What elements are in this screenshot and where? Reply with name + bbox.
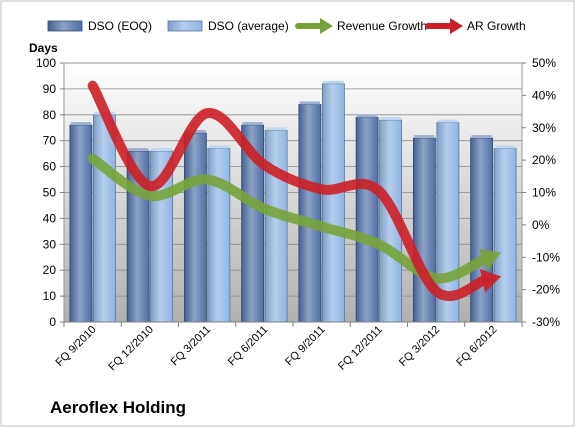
bar-top-cap — [380, 116, 401, 120]
bar-top-cap — [208, 145, 230, 149]
legend-arrow-ar-growth — [450, 18, 463, 34]
bar-top-cap — [127, 148, 149, 152]
bar-top-cap — [494, 145, 516, 149]
right-axis-tick-label: 20% — [532, 153, 556, 167]
left-axis-tick-label: 30 — [43, 237, 57, 251]
bar-top-cap — [70, 122, 92, 126]
left-axis-tick-label: 0 — [49, 315, 56, 329]
right-axis-tick-label: 40% — [532, 88, 556, 102]
left-axis-tick-label: 20 — [43, 263, 57, 277]
bar-top-cap — [265, 127, 287, 131]
right-axis-tick-label: -10% — [532, 250, 560, 264]
legend-label-ar-growth: AR Growth — [467, 19, 526, 33]
bar-dso-eoq — [298, 104, 322, 323]
legend-label-revenue-growth: Revenue Growth — [337, 19, 427, 33]
bar-dso-eoq — [69, 124, 93, 323]
left-axis-tick-label: 50 — [43, 186, 57, 200]
left-axis-tick-label: 60 — [43, 160, 57, 174]
bar-dso-eoq — [183, 132, 207, 323]
x-axis-tick-label: FQ 12/2010 — [106, 324, 156, 374]
bar-dso-average — [264, 129, 288, 323]
bar-top-cap — [356, 114, 378, 118]
bar-dso-eoq — [355, 116, 379, 323]
bar-dso-eoq — [412, 137, 436, 323]
legend-label-dso-eoq-: DSO (EOQ) — [88, 19, 152, 33]
ar-growth-line — [87, 80, 490, 302]
revenue-growth-arrowhead — [478, 248, 501, 271]
x-axis-tick-label: FQ 12/2011 — [336, 324, 385, 373]
legend-swatch-dso-average- — [167, 20, 203, 32]
bar-dso-eoq — [470, 137, 494, 323]
left-axis-title: Days — [29, 41, 58, 55]
legend-label-dso-average-: DSO (average) — [208, 19, 289, 33]
right-axis-tick-label: -30% — [532, 315, 560, 329]
bar-top-cap — [299, 101, 321, 105]
bar-top-cap — [414, 135, 435, 139]
right-axis-tick-label: 50% — [532, 56, 556, 70]
right-axis-tick-label: 30% — [532, 121, 556, 135]
left-axis-tick-label: 70 — [43, 134, 57, 148]
right-axis-tick-label: 0% — [532, 218, 550, 232]
right-axis-tick-label: -20% — [532, 283, 560, 297]
left-axis-tick-label: 80 — [43, 108, 57, 122]
bar-top-cap — [151, 148, 172, 152]
x-axis-tick-label: FQ 9/2011 — [283, 324, 328, 369]
left-axis-tick-label: 100 — [36, 56, 56, 70]
x-axis-tick-label: FQ 9/2010 — [54, 324, 99, 369]
bar-top-cap — [437, 119, 459, 123]
x-axis-tick-label: FQ 3/2011 — [169, 324, 214, 369]
bar-dso-average — [207, 148, 231, 323]
x-axis-tick-label: FQ 3/2012 — [397, 324, 442, 369]
ar-growth-arrowhead — [479, 269, 502, 293]
left-axis-tick-label: 90 — [43, 82, 57, 96]
x-axis-tick-label: FQ 6/2012 — [454, 324, 499, 369]
bar-dso-average — [493, 148, 517, 323]
bar-top-cap — [242, 122, 263, 126]
bar-top-cap — [323, 80, 344, 84]
legend-swatch-dso-eoq- — [47, 20, 83, 32]
legend-arrow-revenue-growth — [320, 18, 333, 34]
bar-dso-average — [321, 83, 345, 323]
company-title: Aeroflex Holding — [50, 398, 187, 417]
x-axis-tick-label: FQ 6/2011 — [226, 324, 271, 369]
right-axis-tick-label: 10% — [532, 186, 556, 200]
left-axis-tick-label: 40 — [43, 211, 57, 225]
bar-dso-average — [92, 114, 116, 323]
bar-top-cap — [471, 135, 492, 139]
left-axis-tick-label: 10 — [43, 289, 57, 303]
